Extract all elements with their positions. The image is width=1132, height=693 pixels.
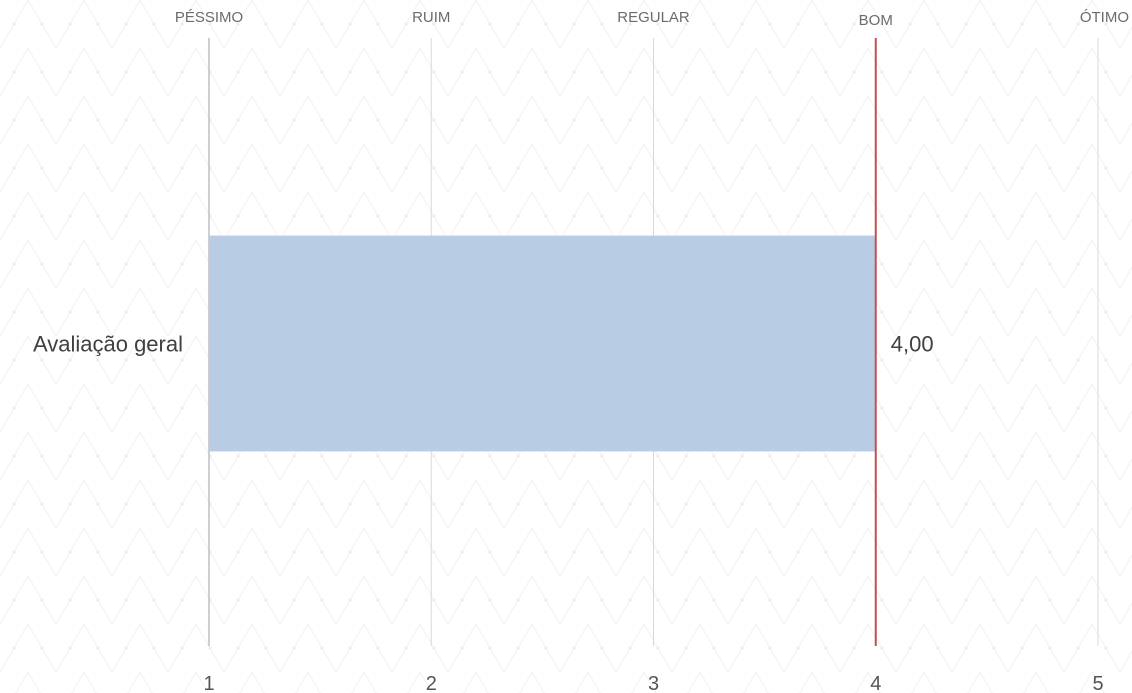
- rating-label: PÉSSIMO: [175, 9, 243, 26]
- rating-label: ÓTIMO: [1080, 9, 1129, 26]
- bars: [209, 235, 876, 452]
- tick-label: 1: [203, 673, 214, 693]
- rating-label: BOM: [859, 12, 893, 29]
- tick-label: 4: [870, 673, 881, 693]
- rating-label: REGULAR: [617, 9, 690, 26]
- rating-label: RUIM: [412, 9, 450, 26]
- tick-label: 5: [1092, 673, 1103, 693]
- bar: [209, 235, 876, 452]
- tick-label: 2: [426, 673, 437, 693]
- data-label: 4,00: [891, 332, 934, 357]
- category-label: Avaliação geral: [33, 332, 183, 357]
- tick-label: 3: [648, 673, 659, 693]
- labels: 1 2 3 4 5 PÉSSIMO RUIM REGULAR BOM ÓTIMO Avaliação…: [33, 9, 1129, 693]
